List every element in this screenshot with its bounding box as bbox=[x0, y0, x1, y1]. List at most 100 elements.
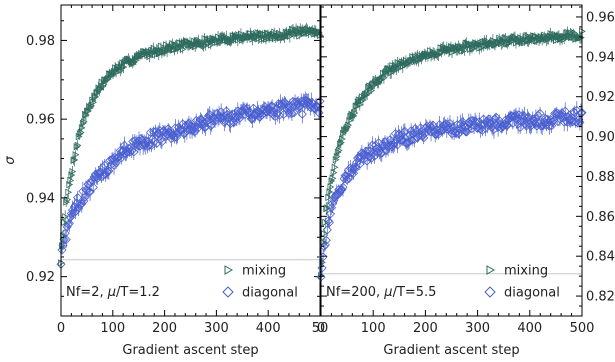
y-tick-label: 0.90 bbox=[586, 130, 615, 145]
data-point bbox=[201, 122, 211, 132]
data-point bbox=[67, 176, 75, 185]
y-tick-label: 0.94 bbox=[586, 50, 615, 65]
data-point bbox=[333, 152, 341, 161]
series-diagonal bbox=[316, 101, 587, 285]
data-point bbox=[127, 146, 137, 156]
data-point bbox=[461, 127, 471, 137]
x-tick-label: 200 bbox=[413, 321, 438, 336]
data-point bbox=[489, 124, 499, 134]
data-point bbox=[104, 166, 114, 176]
data-point bbox=[319, 258, 326, 267]
data-point bbox=[153, 128, 163, 138]
data-point bbox=[345, 121, 353, 129]
data-point bbox=[557, 108, 567, 118]
data-point bbox=[377, 148, 387, 158]
y-tick-label: 0.86 bbox=[586, 210, 615, 225]
data-point bbox=[72, 151, 80, 159]
y-tick-label: 0.96 bbox=[26, 113, 55, 128]
data-point bbox=[414, 129, 425, 140]
x-tick-label: 0 bbox=[57, 321, 65, 336]
data-point bbox=[578, 34, 585, 42]
data-point bbox=[322, 218, 330, 227]
data-point bbox=[397, 129, 407, 139]
data-point bbox=[351, 109, 359, 117]
data-point bbox=[328, 177, 336, 185]
data-point bbox=[225, 119, 236, 129]
data-point bbox=[235, 113, 245, 123]
legend-diamond-icon bbox=[222, 286, 234, 298]
y-axis-title: σ bbox=[3, 156, 18, 165]
data-point bbox=[370, 140, 381, 150]
data-point bbox=[215, 113, 225, 123]
left-panel: 0 100 200 300 400 50 0.92 0.94 0.96 0.98 Gradient … bbox=[3, 4, 328, 358]
annotation-suffix: /T=1.2 bbox=[116, 285, 160, 300]
data-point bbox=[553, 116, 563, 127]
data-point bbox=[188, 125, 198, 135]
data-point bbox=[191, 115, 201, 126]
data-point bbox=[369, 151, 380, 161]
data-point bbox=[221, 106, 231, 116]
data-point bbox=[207, 120, 217, 130]
panel-annotation: Nf=2, μ/T=1.2 bbox=[66, 285, 160, 300]
data-point bbox=[315, 28, 322, 36]
data-point bbox=[317, 263, 327, 273]
data-point bbox=[98, 162, 108, 172]
data-point bbox=[455, 119, 465, 129]
y-tick-label: 0.96 bbox=[586, 10, 615, 25]
data-point bbox=[134, 136, 144, 146]
data-point bbox=[106, 160, 116, 170]
data-point bbox=[544, 121, 555, 131]
data-point bbox=[521, 121, 532, 131]
data-point bbox=[446, 125, 456, 135]
data-point bbox=[298, 96, 308, 106]
data-point bbox=[286, 32, 294, 40]
data-point bbox=[85, 187, 95, 197]
data-point bbox=[351, 162, 361, 172]
data-point bbox=[155, 126, 165, 136]
data-point bbox=[572, 105, 582, 115]
data-point bbox=[323, 216, 333, 226]
data-point bbox=[406, 126, 416, 136]
data-point bbox=[451, 128, 461, 138]
data-point bbox=[559, 117, 569, 127]
data-point bbox=[494, 115, 504, 126]
x-tick-label: 100 bbox=[361, 321, 386, 336]
data-point bbox=[391, 135, 402, 145]
annotation-mu: μ bbox=[383, 285, 392, 300]
data-point bbox=[261, 107, 271, 117]
data-point bbox=[296, 32, 304, 40]
data-point bbox=[488, 121, 498, 131]
data-point bbox=[101, 170, 111, 180]
data-point bbox=[145, 127, 156, 137]
data-point bbox=[380, 74, 388, 82]
y-tick-label: 0.88 bbox=[586, 170, 615, 185]
data-point bbox=[363, 91, 370, 99]
data-point bbox=[373, 148, 383, 158]
data-point bbox=[169, 133, 179, 143]
data-point bbox=[87, 104, 94, 112]
data-point bbox=[474, 117, 484, 127]
data-point bbox=[88, 102, 95, 110]
data-point bbox=[163, 124, 173, 134]
data-point bbox=[162, 129, 172, 139]
plot-frame bbox=[320, 4, 583, 317]
data-point bbox=[336, 185, 346, 195]
data-point bbox=[396, 135, 406, 145]
data-point bbox=[382, 140, 392, 151]
data-point bbox=[62, 213, 69, 221]
data-point bbox=[143, 136, 153, 146]
data-point bbox=[410, 124, 420, 134]
data-point bbox=[247, 114, 257, 124]
data-point bbox=[347, 164, 358, 174]
data-point bbox=[570, 108, 580, 118]
data-point bbox=[63, 198, 71, 206]
series-diagonal bbox=[56, 91, 325, 273]
data-point bbox=[330, 169, 338, 177]
data-point bbox=[78, 124, 86, 132]
data-point bbox=[318, 252, 328, 262]
data-point bbox=[102, 167, 112, 177]
data-point bbox=[499, 39, 507, 47]
data-point bbox=[61, 218, 68, 227]
data-point bbox=[561, 35, 569, 43]
